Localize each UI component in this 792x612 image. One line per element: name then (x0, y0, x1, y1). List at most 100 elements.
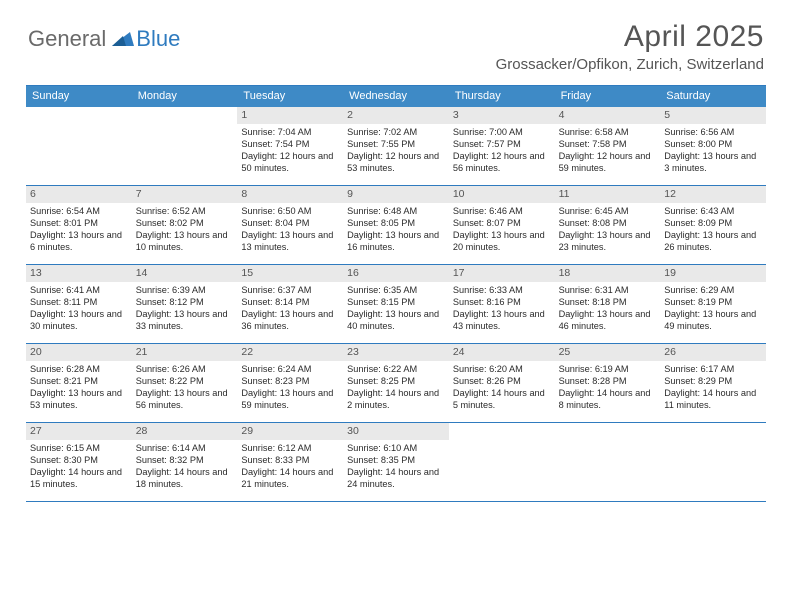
sunset-text: Sunset: 8:18 PM (559, 297, 657, 309)
daylight-text: Daylight: 13 hours and 6 minutes. (30, 230, 128, 254)
day-cell: 8Sunrise: 6:50 AMSunset: 8:04 PMDaylight… (237, 186, 343, 264)
day-cell: 12Sunrise: 6:43 AMSunset: 8:09 PMDayligh… (660, 186, 766, 264)
sunset-text: Sunset: 8:28 PM (559, 376, 657, 388)
weeks-container: 1Sunrise: 7:04 AMSunset: 7:54 PMDaylight… (26, 107, 766, 502)
week-row: 20Sunrise: 6:28 AMSunset: 8:21 PMDayligh… (26, 344, 766, 423)
day-cell: 18Sunrise: 6:31 AMSunset: 8:18 PMDayligh… (555, 265, 661, 343)
dow-cell: Monday (132, 86, 238, 107)
sunrise-text: Sunrise: 6:56 AM (664, 127, 762, 139)
day-cell (660, 423, 766, 501)
sunset-text: Sunset: 8:15 PM (347, 297, 445, 309)
dow-cell: Wednesday (343, 86, 449, 107)
sunrise-text: Sunrise: 7:00 AM (453, 127, 551, 139)
sunrise-text: Sunrise: 7:02 AM (347, 127, 445, 139)
day-number: 22 (237, 344, 343, 361)
sunrise-text: Sunrise: 6:54 AM (30, 206, 128, 218)
day-number: 3 (449, 107, 555, 124)
sunrise-text: Sunrise: 6:58 AM (559, 127, 657, 139)
daylight-text: Daylight: 13 hours and 46 minutes. (559, 309, 657, 333)
daylight-text: Daylight: 13 hours and 20 minutes. (453, 230, 551, 254)
day-cell: 24 Sunrise: 6:20 AMSunset: 8:26 PMDayligh… (449, 344, 555, 422)
daylight-text: Daylight: 12 hours and 59 minutes. (559, 151, 657, 175)
daylight-text: Daylight: 13 hours and 30 minutes. (30, 309, 128, 333)
logo-text-blue: Blue (136, 26, 180, 52)
day-number: 14 (132, 265, 238, 282)
daylight-text: Daylight: 13 hours and 26 minutes. (664, 230, 762, 254)
sunrise-text: Sunrise: 6:15 AM (30, 443, 128, 455)
sunset-text: Sunset: 7:58 PM (559, 139, 657, 151)
title-block: April 2025 Grossacker/Opfikon, Zurich, S… (496, 20, 764, 73)
day-number: 2 (343, 107, 449, 124)
daylight-text: Daylight: 14 hours and 15 minutes. (30, 467, 128, 491)
day-number: 15 (237, 265, 343, 282)
day-cell: 6Sunrise: 6:54 AMSunset: 8:01 PMDaylight… (26, 186, 132, 264)
sunset-text: Sunset: 8:01 PM (30, 218, 128, 230)
day-cell (132, 107, 238, 185)
day-number: 26 (660, 344, 766, 361)
day-cell: 14Sunrise: 6:39 AMSunset: 8:12 PMDayligh… (132, 265, 238, 343)
day-number: 28 (132, 423, 238, 440)
day-number: 12 (660, 186, 766, 203)
day-number: 18 (555, 265, 661, 282)
sunset-text: Sunset: 8:02 PM (136, 218, 234, 230)
week-row: 6Sunrise: 6:54 AMSunset: 8:01 PMDaylight… (26, 186, 766, 265)
day-cell: 25Sunrise: 6:19 AMSunset: 8:28 PMDayligh… (555, 344, 661, 422)
day-number: 24 (449, 344, 555, 361)
daylight-text: Daylight: 13 hours and 3 minutes. (664, 151, 762, 175)
day-cell: 29Sunrise: 6:12 AMSunset: 8:33 PMDayligh… (237, 423, 343, 501)
day-number: 17 (449, 265, 555, 282)
day-cell: 15Sunrise: 6:37 AMSunset: 8:14 PMDayligh… (237, 265, 343, 343)
daylight-text: Daylight: 14 hours and 18 minutes. (136, 467, 234, 491)
sunrise-text: Sunrise: 6:20 AM (453, 364, 551, 376)
day-cell: 3Sunrise: 7:00 AMSunset: 7:57 PMDaylight… (449, 107, 555, 185)
sunset-text: Sunset: 8:21 PM (30, 376, 128, 388)
day-cell (555, 423, 661, 501)
sunset-text: Sunset: 7:57 PM (453, 139, 551, 151)
sunset-text: Sunset: 8:25 PM (347, 376, 445, 388)
sunset-text: Sunset: 8:12 PM (136, 297, 234, 309)
day-number: 9 (343, 186, 449, 203)
week-row: 27Sunrise: 6:15 AMSunset: 8:30 PMDayligh… (26, 423, 766, 502)
dow-cell: Friday (555, 86, 661, 107)
day-number: 20 (26, 344, 132, 361)
day-number: 21 (132, 344, 238, 361)
day-number: 29 (237, 423, 343, 440)
daylight-text: Daylight: 13 hours and 13 minutes. (241, 230, 339, 254)
sunrise-text: Sunrise: 6:19 AM (559, 364, 657, 376)
daylight-text: Daylight: 14 hours and 2 minutes. (347, 388, 445, 412)
sunset-text: Sunset: 8:33 PM (241, 455, 339, 467)
sunset-text: Sunset: 8:22 PM (136, 376, 234, 388)
day-cell (449, 423, 555, 501)
day-cell: 2Sunrise: 7:02 AMSunset: 7:55 PMDaylight… (343, 107, 449, 185)
daylight-text: Daylight: 14 hours and 24 minutes. (347, 467, 445, 491)
day-of-week-header: SundayMondayTuesdayWednesdayThursdayFrid… (26, 86, 766, 107)
day-cell: 23 Sunrise: 6:22 AMSunset: 8:25 PMDayligh… (343, 344, 449, 422)
day-cell: 11Sunrise: 6:45 AMSunset: 8:08 PMDayligh… (555, 186, 661, 264)
daylight-text: Daylight: 13 hours and 36 minutes. (241, 309, 339, 333)
day-cell: 7Sunrise: 6:52 AMSunset: 8:02 PMDaylight… (132, 186, 238, 264)
day-number: 30 (343, 423, 449, 440)
day-number: 23 (343, 344, 449, 361)
sunrise-text: Sunrise: 7:04 AM (241, 127, 339, 139)
daylight-text: Daylight: 13 hours and 59 minutes. (241, 388, 339, 412)
sunset-text: Sunset: 8:23 PM (241, 376, 339, 388)
sunrise-text: Sunrise: 6:17 AM (664, 364, 762, 376)
sunrise-text: Sunrise: 6:29 AM (664, 285, 762, 297)
daylight-text: Daylight: 14 hours and 8 minutes. (559, 388, 657, 412)
day-number: 5 (660, 107, 766, 124)
week-row: 13Sunrise: 6:41 AMSunset: 8:11 PMDayligh… (26, 265, 766, 344)
sunrise-text: Sunrise: 6:22 AM (347, 364, 445, 376)
sunset-text: Sunset: 8:26 PM (453, 376, 551, 388)
daylight-text: Daylight: 14 hours and 5 minutes. (453, 388, 551, 412)
sunrise-text: Sunrise: 6:26 AM (136, 364, 234, 376)
daylight-text: Daylight: 13 hours and 16 minutes. (347, 230, 445, 254)
day-number: 13 (26, 265, 132, 282)
day-number: 4 (555, 107, 661, 124)
logo-triangle-icon (112, 30, 134, 49)
sunrise-text: Sunrise: 6:46 AM (453, 206, 551, 218)
sunrise-text: Sunrise: 6:14 AM (136, 443, 234, 455)
day-cell: 27Sunrise: 6:15 AMSunset: 8:30 PMDayligh… (26, 423, 132, 501)
day-cell: 22Sunrise: 6:24 AMSunset: 8:23 PMDayligh… (237, 344, 343, 422)
dow-cell: Sunday (26, 86, 132, 107)
week-row: 1Sunrise: 7:04 AMSunset: 7:54 PMDaylight… (26, 107, 766, 186)
